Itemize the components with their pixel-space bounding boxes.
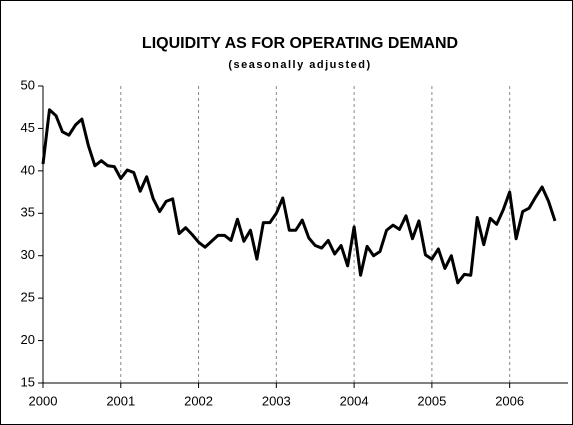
x-tick-label: 2001 [106, 393, 135, 408]
chart-subtitle: (seasonally adjusted) [228, 59, 371, 71]
y-tick-label: 50 [21, 77, 35, 92]
y-tick-label: 35 [21, 205, 35, 220]
y-tick-label: 20 [21, 332, 35, 347]
x-tick-label: 2005 [417, 393, 446, 408]
x-tick-label: 2004 [340, 393, 369, 408]
x-tick-label: 2002 [184, 393, 213, 408]
y-tick-label: 30 [21, 247, 35, 262]
y-tick-label: 45 [21, 120, 35, 135]
y-tick-label: 25 [21, 290, 35, 305]
x-tick-label: 2000 [29, 393, 58, 408]
y-tick-label: 15 [21, 374, 35, 389]
y-tick-label: 40 [21, 162, 35, 177]
x-tick-label: 2003 [262, 393, 291, 408]
chart-title: LIQUIDITY AS FOR OPERATING DEMAND [142, 35, 458, 52]
x-tick-label: 2006 [495, 393, 524, 408]
series-line [41, 108, 557, 285]
